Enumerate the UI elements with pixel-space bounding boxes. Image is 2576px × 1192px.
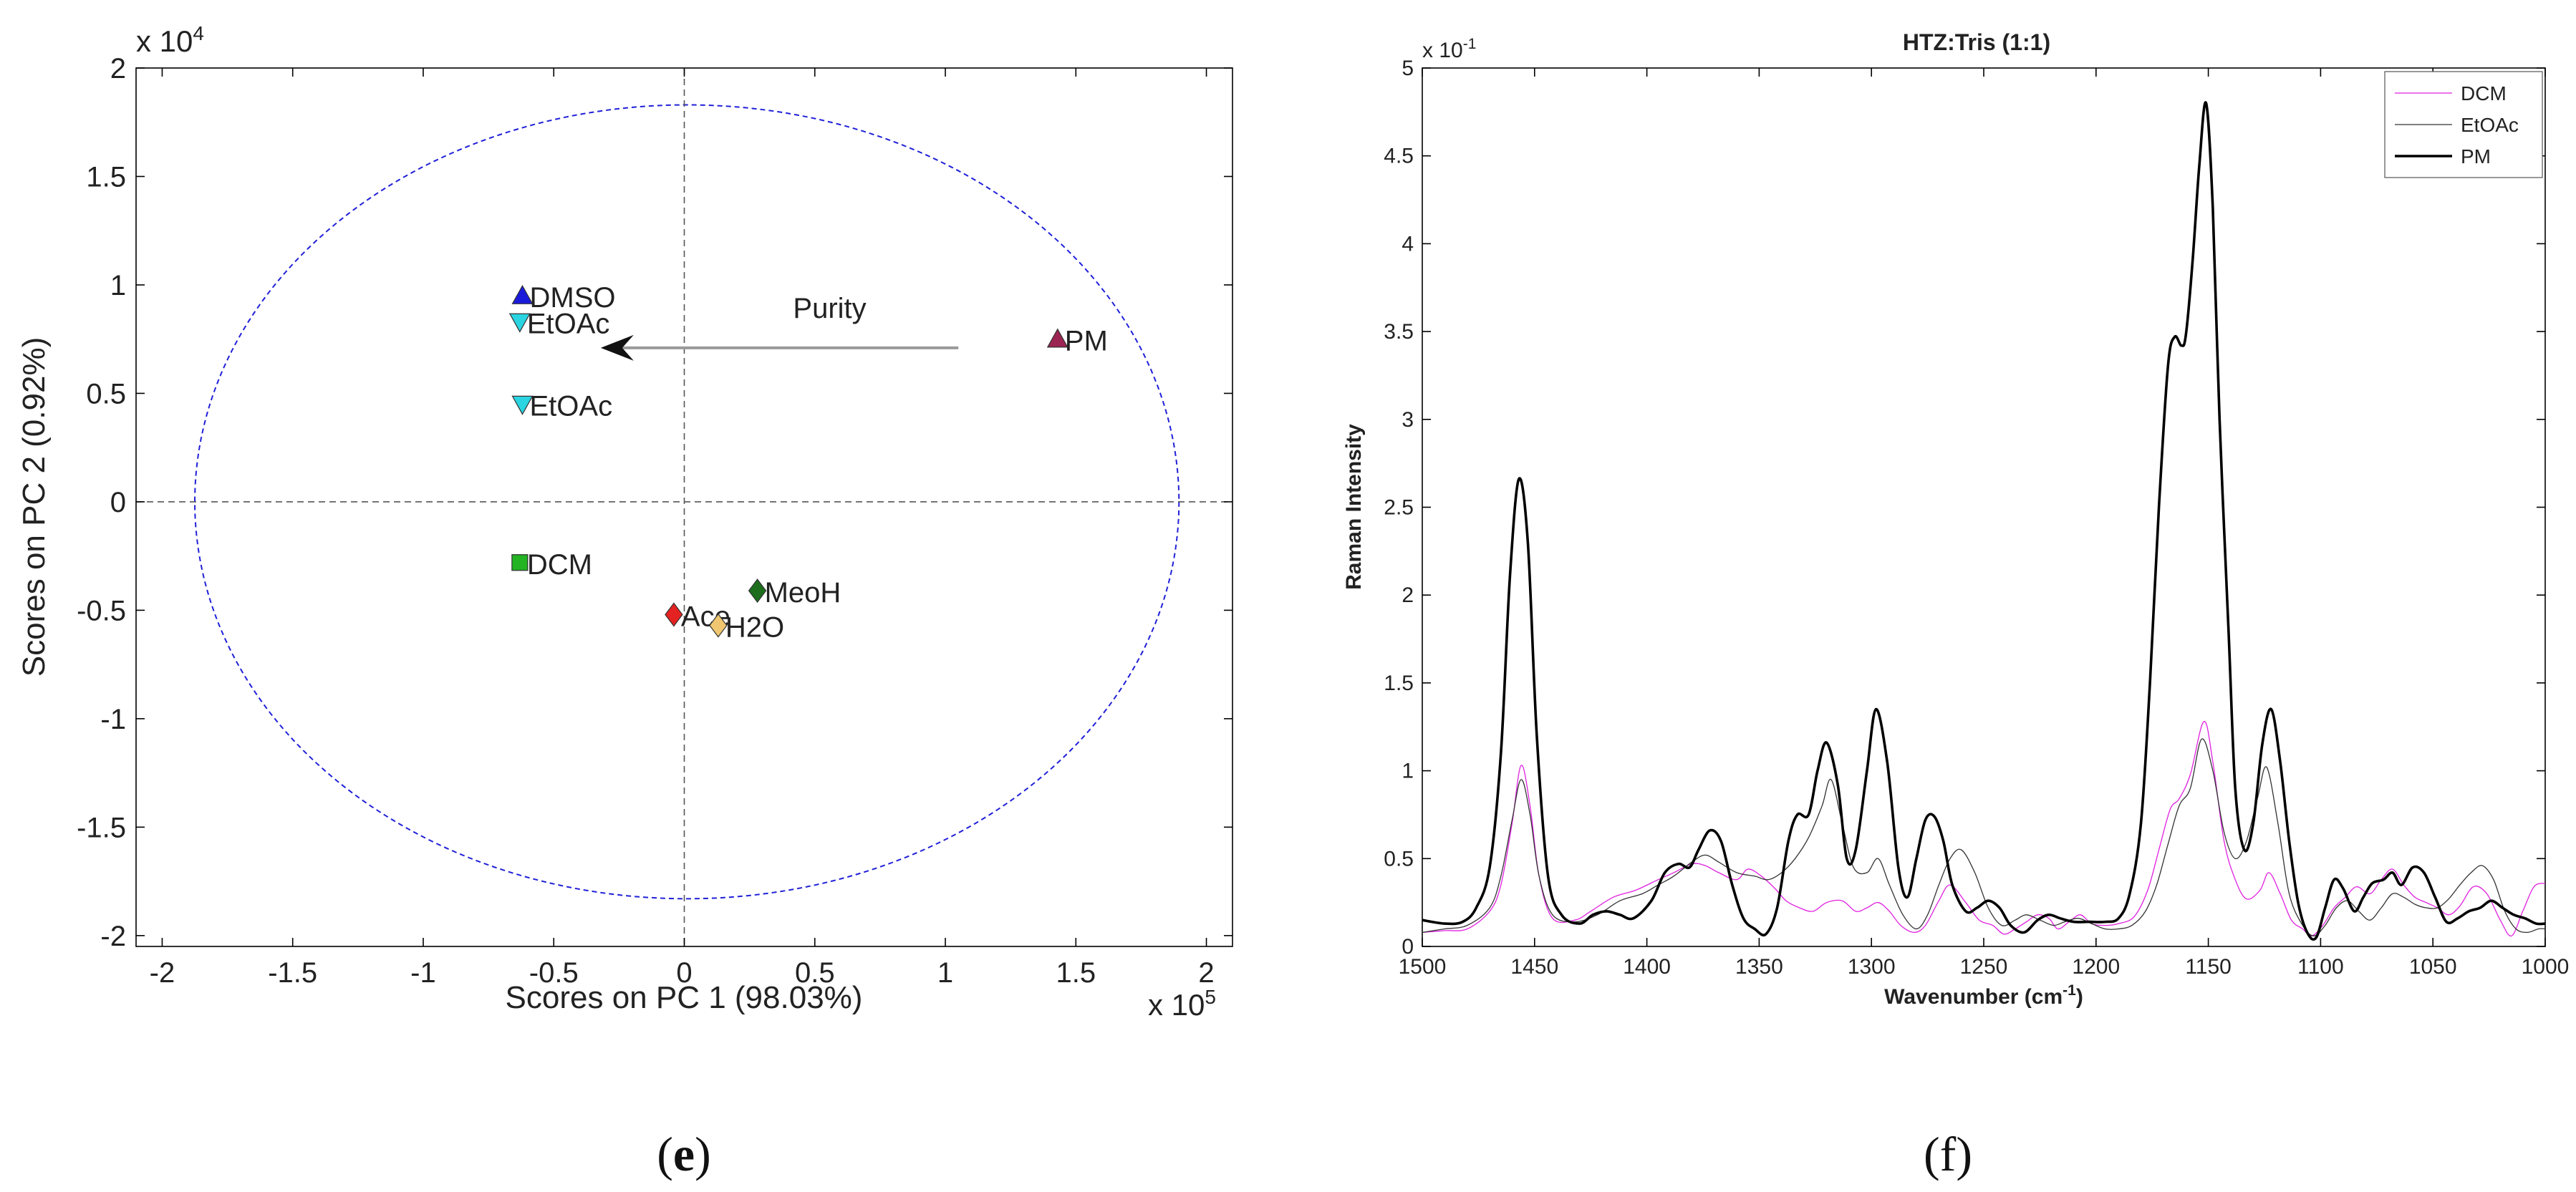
y-tick-label: -2 <box>100 921 126 952</box>
point-marker-dcm <box>511 554 529 571</box>
point-marker-etoac <box>508 313 531 333</box>
purity-arrow-head <box>600 334 634 361</box>
legend-label-pm: PM <box>2461 145 2491 168</box>
x-tick-label: -0.5 <box>529 957 579 989</box>
y-tick-label: 3.5 <box>1384 320 1414 344</box>
y-tick-label: 1.5 <box>1384 672 1414 695</box>
purity-arrow-group: Purity <box>600 293 959 361</box>
x-tick-label: 0.5 <box>795 957 835 989</box>
chart-title-f: HTZ:Tris (1:1) <box>1903 29 2050 55</box>
y-tick-label: -1.5 <box>77 812 126 843</box>
x-tick-label: 1150 <box>2185 955 2232 979</box>
y-tick-label: 0 <box>110 487 126 518</box>
x-tick-label: 1100 <box>2297 955 2344 979</box>
y-tick-label: -0.5 <box>77 595 126 626</box>
legend-label-dcm: DCM <box>2461 82 2507 105</box>
x-tick-label: 1300 <box>1848 955 1896 979</box>
y-axis-title-e: Scores on PC 2 (0.92%) <box>16 337 52 677</box>
point-label-pm: PM <box>1065 326 1108 357</box>
y-tick-label: 5 <box>1402 57 1414 80</box>
y-axis-ticks-f: 0 0.5 1 1.5 2 2.5 3 3.5 4 4.5 5 <box>1384 57 2545 959</box>
y-axis-title-f: Raman Intensity <box>1342 424 1366 590</box>
point-marker-dmso <box>511 284 534 304</box>
x-tick-label: 1 <box>937 957 953 989</box>
x-tick-label: 1.5 <box>1056 957 1096 989</box>
y-exponent-label-f: x 10-1 <box>1422 36 1476 62</box>
y-tick-label: 2 <box>110 53 126 84</box>
y-tick-label: 2 <box>1402 583 1414 607</box>
x-tick-label: 2 <box>1198 957 1214 989</box>
y-tick-label: 2.5 <box>1384 496 1414 520</box>
y-tick-label: 3 <box>1402 408 1414 432</box>
legend-label-etoac: EtOAc <box>2461 114 2519 136</box>
x-tick-label: -1.5 <box>268 957 317 989</box>
x-tick-label: 1350 <box>1735 955 1783 979</box>
y-tick-label: 0 <box>1402 935 1414 959</box>
point-label-h2o: H2O <box>725 612 784 644</box>
plot-frame-f <box>1422 67 2546 947</box>
spectrum-lines <box>1422 101 2546 941</box>
x-tick-label: -1 <box>410 957 436 989</box>
panel-label-e: (e) <box>657 1127 711 1181</box>
point-label-etoac: EtOAc <box>529 391 612 422</box>
zero-lines <box>136 68 1232 946</box>
point-marker-meoh <box>748 578 767 604</box>
y-exponent-label-e: x 104 <box>136 22 204 58</box>
raman-spectra-chart: 1500 1450 1400 1350 1300 1250 1200 1150 1100 1050… <box>1342 29 2569 1181</box>
x-axis-ticks-e: -2 -1.5 -1 -0.5 0 0.5 1 1.5 2 <box>150 68 1215 989</box>
y-axis-ticks-e: -2 -1.5 -1 -0.5 0 0.5 1 1.5 2 <box>77 53 1232 952</box>
legend: DCM EtOAc PM <box>2384 71 2543 178</box>
x-exponent-label-e: x 105 <box>1148 986 1216 1022</box>
x-tick-label: 1000 <box>2522 955 2570 979</box>
purity-arrow-label: Purity <box>793 293 866 324</box>
x-tick-label: 1250 <box>1960 955 2008 979</box>
y-tick-label: 0.5 <box>1384 847 1414 871</box>
y-tick-label: 1 <box>1402 760 1414 783</box>
x-axis-title-f: Wavenumber (cm-1) <box>1884 982 2083 1009</box>
point-label-dcm: DCM <box>527 549 592 581</box>
point-marker-etoac <box>511 395 534 415</box>
x-tick-label: -2 <box>150 957 175 989</box>
point-marker-ace <box>665 602 683 627</box>
x-tick-label: 1500 <box>1399 955 1447 979</box>
point-label-meoh: MeoH <box>765 577 841 609</box>
point-marker-pm <box>1046 328 1068 348</box>
x-tick-label: 1050 <box>2409 955 2457 979</box>
spectrum-line-dcm <box>1422 721 2546 936</box>
x-tick-label: 0 <box>676 957 692 989</box>
spectrum-line-etoac <box>1422 738 2546 936</box>
y-tick-label: 4.5 <box>1384 145 1414 168</box>
y-tick-label: 1 <box>110 270 126 301</box>
x-tick-label: 1400 <box>1623 955 1671 979</box>
x-tick-label: 1200 <box>2072 955 2120 979</box>
x-tick-label: 1450 <box>1510 955 1558 979</box>
x-axis-title-e: Scores on PC 1 (98.03%) <box>506 980 863 1015</box>
point-marker-h2o <box>709 613 728 638</box>
x-axis-ticks-f: 1500 1450 1400 1350 1300 1250 1200 1150 1100 1050… <box>1399 68 2570 979</box>
panel-label-f: (f) <box>1924 1127 1972 1181</box>
y-tick-label: 1.5 <box>86 161 126 193</box>
point-label-dmso: DMSO <box>529 282 615 314</box>
spectrum-line-pm <box>1422 101 2546 941</box>
y-tick-label: 0.5 <box>86 378 126 410</box>
y-tick-label: 4 <box>1402 232 1414 256</box>
y-tick-label: -1 <box>100 704 126 735</box>
point-label-etoac: EtOAc <box>527 308 610 339</box>
